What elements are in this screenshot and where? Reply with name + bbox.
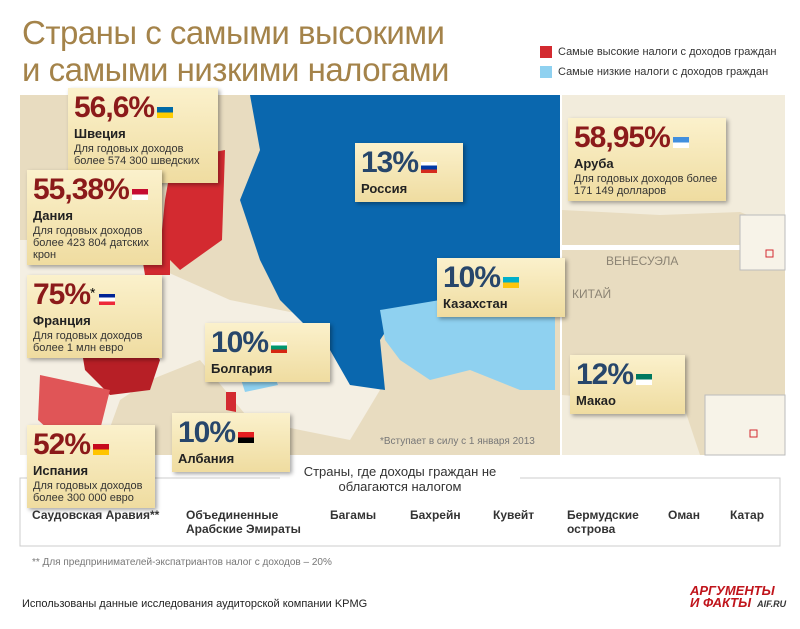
note: Для годовых доходов более 1 млн евро <box>33 330 143 354</box>
callout-head: 55,38% Дания <box>33 173 156 225</box>
title-line: Страны с самыми высокими <box>22 14 445 51</box>
callout: 10% Казахстан <box>437 258 565 317</box>
no-tax-title: Страны, где доходы граждан не облагаются… <box>280 464 520 494</box>
rate-mark: * <box>90 284 96 301</box>
marker <box>749 429 758 438</box>
flag <box>131 189 148 201</box>
flag <box>672 137 689 149</box>
inset-land <box>562 210 785 245</box>
legend-item: Самые высокие налоги с доходов граждан <box>540 46 776 58</box>
flag <box>271 342 288 354</box>
country: Франция <box>33 313 91 328</box>
rate: 75% <box>33 278 91 311</box>
no-tax-country: Бермудские острова <box>567 508 639 536</box>
legend-swatch <box>540 66 552 78</box>
logo-line: И ФАКТЫ <box>690 595 752 610</box>
callout-head: 12% Макао <box>576 358 679 410</box>
inset-frame <box>739 214 786 271</box>
no-tax-country: Бахрейн <box>410 508 461 522</box>
footnote: ** Для предпринимателей-экспатриантов на… <box>32 557 332 568</box>
note: Для годовых доходов более 171 149 доллар… <box>574 173 718 197</box>
albania <box>226 392 236 412</box>
no-tax-country: Саудовская Аравия** <box>32 508 160 522</box>
no-tax-country: Багамы <box>330 508 377 522</box>
callout-head: 52% Испания <box>33 428 149 480</box>
country: Россия <box>361 181 408 196</box>
note: Для годовых доходов более 423 804 датски… <box>33 225 149 261</box>
no-tax-country: Кувейт <box>493 508 535 522</box>
callout-head: 10% Албания <box>178 416 284 468</box>
legend-swatch <box>540 46 552 58</box>
flag <box>421 162 438 174</box>
flag <box>98 294 115 306</box>
rate: 12% <box>576 358 634 391</box>
legend-item: Самые низкие налоги с доходов граждан <box>540 66 768 78</box>
country: Швеция <box>74 126 126 141</box>
no-tax-title-wrap: Страны, где доходы граждан не облагаются… <box>0 464 800 496</box>
callout-head: 56,6% Швеция <box>74 91 212 143</box>
source: Использованы данные исследования аудитор… <box>22 598 368 610</box>
rate: 56,6% <box>74 91 155 124</box>
logo-line: АРГУМЕНТЫ <box>690 583 775 598</box>
callout: 58,95% Аруба Для годовых доходов более 171… <box>568 118 726 201</box>
flag <box>636 374 653 386</box>
title-line: и самыми низкими налогами <box>22 51 449 88</box>
rate: 10% <box>211 326 269 359</box>
logo-line: И ФАКТЫ AIF.RU <box>690 595 787 610</box>
callout: 52% Испания Для годовых доходов более 300 … <box>27 425 155 508</box>
no-tax-country: Катар <box>730 508 765 522</box>
logo-site: AIF.RU <box>757 599 787 609</box>
map-footnote: *Вступает в силу с 1 января 2013 <box>380 436 535 447</box>
inset-frame <box>704 394 786 456</box>
country: Дания <box>33 208 73 223</box>
country: Албания <box>178 451 235 466</box>
country: Макао <box>576 393 616 408</box>
rate: 10% <box>443 261 501 294</box>
no-tax-country: Объединенные Арабские Эмираты <box>186 508 301 536</box>
flag <box>503 277 520 289</box>
callout: 10% Болгария <box>205 323 330 382</box>
rate: 52% <box>33 428 91 461</box>
country: Казахстан <box>443 296 508 311</box>
kazakhstan <box>380 300 555 390</box>
callout: 56,6%Швеция Для годовых доходов более 574… <box>68 88 218 183</box>
flag <box>238 432 255 444</box>
title: Страны с самыми высокими и самыми низкими… <box>22 14 449 88</box>
rate: 13% <box>361 146 419 179</box>
rate: 10% <box>178 416 236 449</box>
spain <box>38 375 110 440</box>
callout-head: 10% Казахстан <box>443 261 559 313</box>
callout-head: 10% Болгария <box>211 326 324 378</box>
map-label: ВЕНЕСУЭЛА <box>606 254 679 268</box>
marker <box>765 249 774 258</box>
country: Болгария <box>211 361 273 376</box>
callout-head: 13% Россия <box>361 146 457 198</box>
note: Для годовых доходов более 300 000 евро <box>33 480 143 504</box>
no-tax-country: Оман <box>668 508 700 522</box>
country: Испания <box>33 463 89 478</box>
callout: 75%* Франция Для годовых доходов более 1 м… <box>27 275 162 358</box>
legend-label: Самые высокие налоги с доходов граждан <box>558 46 777 58</box>
callout-head: 75%* Франция <box>33 278 156 330</box>
logo: АРГУМЕНТЫ И ФАКТЫ AIF.RU <box>690 583 787 610</box>
callout: 55,38% Дания Для годовых доходов более 423… <box>27 170 162 265</box>
rate: 58,95% <box>574 121 671 154</box>
flag <box>93 444 110 456</box>
callout: 10% Албания <box>172 413 290 472</box>
callout: 13% Россия <box>355 143 463 202</box>
callout-head: 58,95% Аруба <box>574 121 720 173</box>
rate: 55,38% <box>33 173 130 206</box>
russia <box>240 95 560 390</box>
callout: 12% Макао <box>570 355 685 414</box>
flag <box>157 107 174 119</box>
legend-label: Самые низкие налоги с доходов граждан <box>558 66 769 78</box>
country: Аруба <box>574 156 614 171</box>
map-label: КИТАЙ <box>572 287 612 301</box>
